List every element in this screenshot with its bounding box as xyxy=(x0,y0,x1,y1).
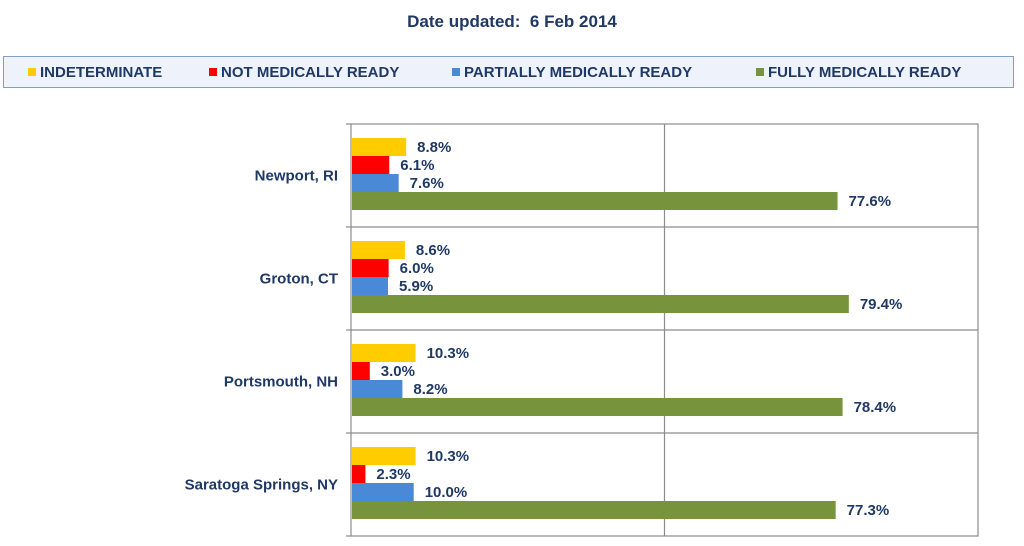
data-label: 3.0% xyxy=(381,363,415,380)
bar xyxy=(352,174,399,192)
bar xyxy=(352,295,849,313)
data-label: 77.3% xyxy=(847,502,890,519)
data-label: 8.8% xyxy=(417,139,451,156)
bar xyxy=(352,398,843,416)
legend-label-fully-medically-ready: FULLY MEDICALLY READY xyxy=(768,64,962,81)
bar xyxy=(352,465,366,483)
data-label: 79.4% xyxy=(860,296,903,313)
legend-swatch-fully-medically-ready xyxy=(756,68,764,76)
legend-item-indeterminate: INDETERMINATE xyxy=(28,57,162,89)
page-title: Date updated: 6 Feb 2014 xyxy=(407,12,617,31)
bar xyxy=(352,344,416,362)
bar xyxy=(352,277,388,295)
data-label: 6.0% xyxy=(400,260,434,277)
data-label: 78.4% xyxy=(854,399,897,416)
category-label: Groton, CT xyxy=(260,271,338,288)
data-label: 5.9% xyxy=(399,278,433,295)
data-label: 10.0% xyxy=(425,484,468,501)
bar xyxy=(352,483,414,501)
data-label: 8.6% xyxy=(416,242,450,259)
bar xyxy=(352,241,405,259)
legend-label-partially-medically-ready: PARTIALLY MEDICALLY READY xyxy=(464,64,693,81)
legend-swatch-partially-medically-ready xyxy=(452,68,460,76)
data-label: 7.6% xyxy=(410,175,444,192)
bar xyxy=(352,362,370,380)
legend-label-not-medically-ready: NOT MEDICALLY READY xyxy=(221,64,400,81)
chart-legend: INDETERMINATE NOT MEDICALLY READY PARTIA… xyxy=(3,56,1014,88)
category-label: Saratoga Springs, NY xyxy=(185,477,338,494)
bar xyxy=(352,192,838,210)
legend-item-fully-medically-ready: FULLY MEDICALLY READY xyxy=(756,57,961,89)
data-label: 8.2% xyxy=(413,381,447,398)
data-label: 10.3% xyxy=(427,345,470,362)
category-label: Portsmouth, NH xyxy=(224,374,338,391)
legend-item-not-medically-ready: NOT MEDICALLY READY xyxy=(209,57,399,89)
legend-label-indeterminate: INDETERMINATE xyxy=(40,64,163,81)
legend-item-partially-medically-ready: PARTIALLY MEDICALLY READY xyxy=(452,57,692,89)
data-label: 77.6% xyxy=(849,193,892,210)
data-label: 10.3% xyxy=(427,448,470,465)
bar xyxy=(352,156,390,174)
legend-swatch-indeterminate xyxy=(28,68,36,76)
category-label: Newport, RI xyxy=(255,168,338,185)
bar xyxy=(352,138,407,156)
data-label: 2.3% xyxy=(376,466,410,483)
bar xyxy=(352,501,836,519)
bar xyxy=(352,447,416,465)
bar xyxy=(352,380,403,398)
data-label: 6.1% xyxy=(400,157,434,174)
legend-swatch-not-medically-ready xyxy=(209,68,217,76)
bar xyxy=(352,259,389,277)
